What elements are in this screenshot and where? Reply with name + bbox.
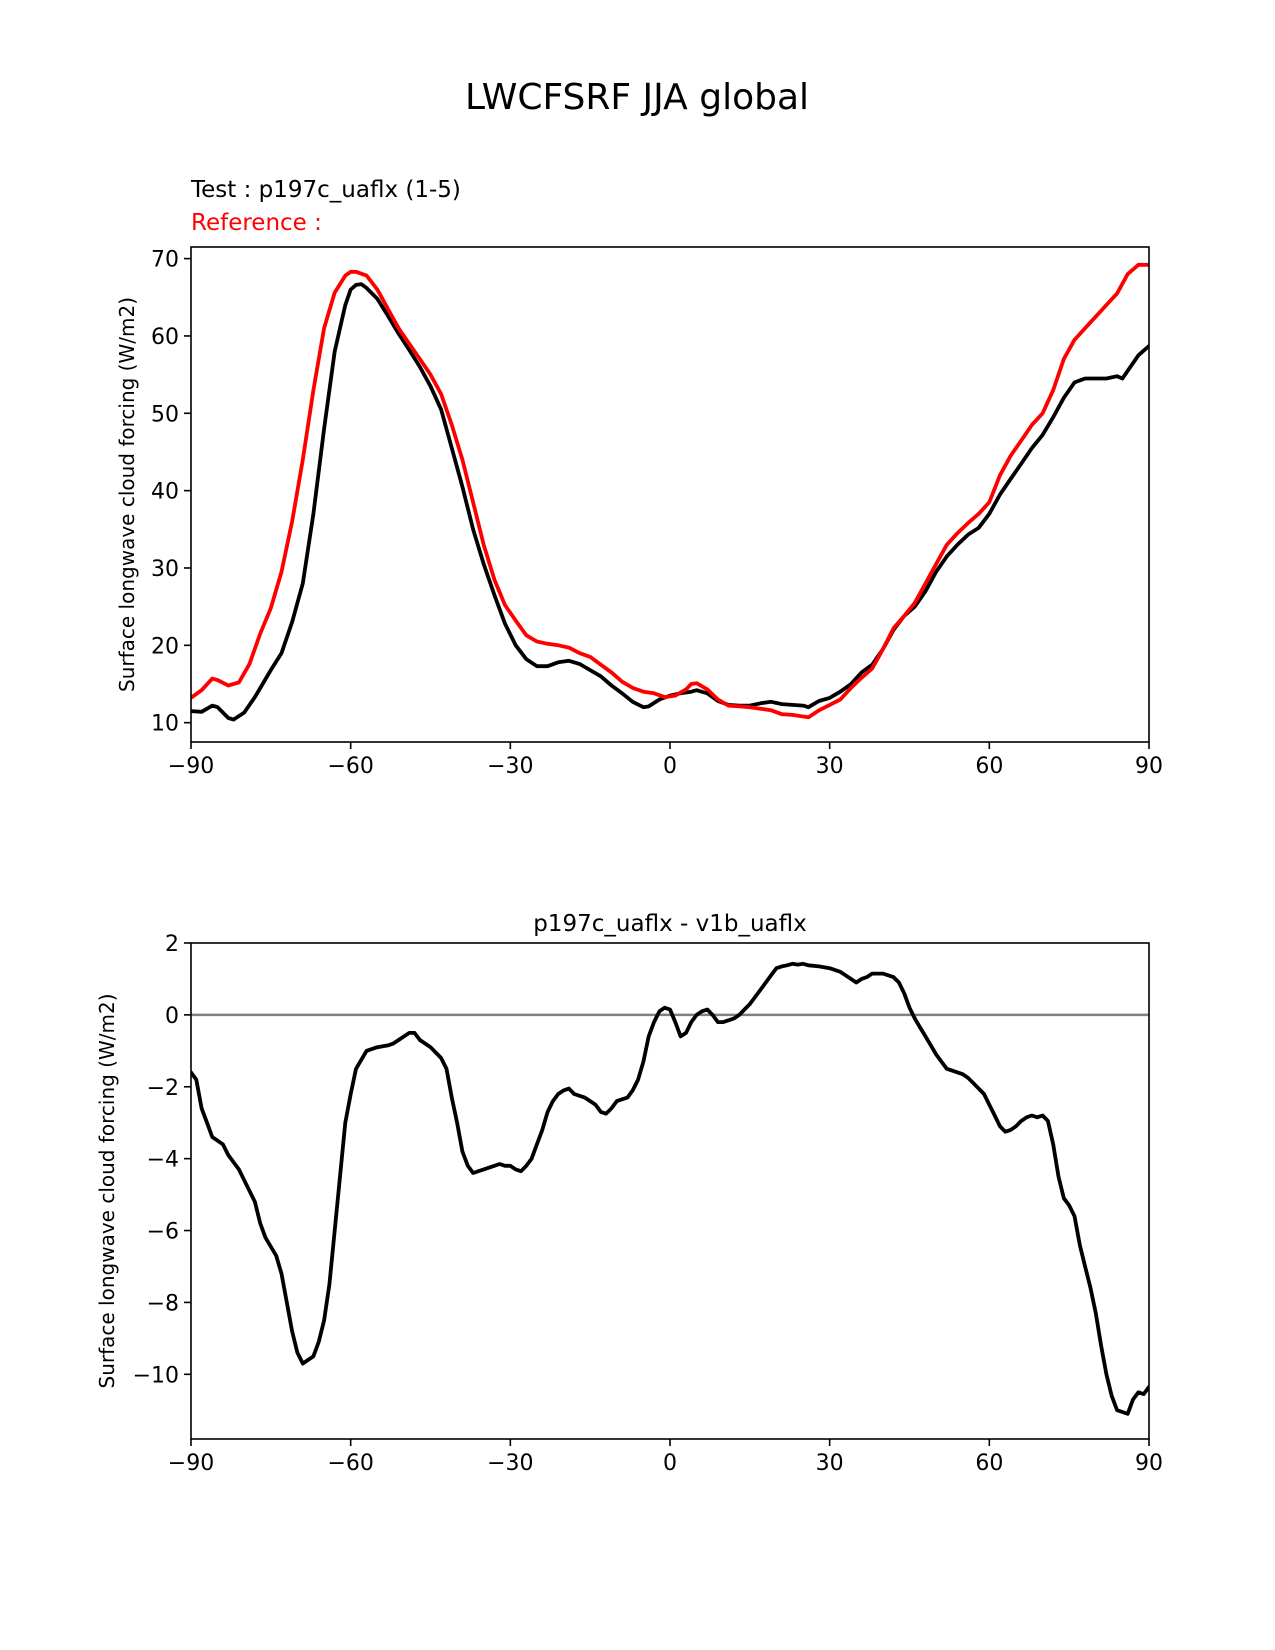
series-line-difference <box>191 961 1149 1416</box>
x-tick-label: 90 <box>1135 1451 1163 1476</box>
x-tick-label: −90 <box>168 1451 214 1476</box>
y-tick-label: 10 <box>151 712 179 737</box>
x-tick-label: −90 <box>168 754 214 779</box>
x-tick-label: 60 <box>975 754 1003 779</box>
x-tick-label: 30 <box>816 1451 844 1476</box>
y-tick-label: −4 <box>147 1148 179 1173</box>
figure-suptitle: LWCFSRF JJA global <box>465 77 809 118</box>
y-tick-label: −8 <box>147 1291 179 1316</box>
y-tick-label: 2 <box>165 932 179 957</box>
x-tick-label: −60 <box>327 754 373 779</box>
difference-line-chart: −90 −60 −30 0 30 60 90 2 0 −2 −4 −6 −8 −10 Surface lon… <box>95 911 1163 1476</box>
y-axis-label: Surface longwave cloud forcing (W/m2) <box>95 993 119 1388</box>
top-line-chart: −90 −60 −30 0 30 60 90 10 20 30 40 50 60 70 Surface lo… <box>115 246 1163 779</box>
reference-label: Reference : <box>191 210 322 236</box>
y-tick-label: 20 <box>151 634 179 659</box>
panel-title: p197c_uaflx - v1b_uaflx <box>533 911 806 937</box>
test-label: Test : p197c_uaflx (1-5) <box>190 177 461 203</box>
y-axis-label: Surface longwave cloud forcing (W/m2) <box>115 297 139 692</box>
y-tick-label: 30 <box>151 557 179 582</box>
x-tick-label: −30 <box>487 754 533 779</box>
y-tick-label: −6 <box>147 1220 179 1245</box>
y-tick-label: −2 <box>147 1076 179 1101</box>
y-tick-label: −10 <box>133 1363 179 1388</box>
x-tick-label: 0 <box>663 754 677 779</box>
x-tick-label: 60 <box>975 1451 1003 1476</box>
y-tick-label: 50 <box>151 402 179 427</box>
x-tick-label: −30 <box>487 1451 533 1476</box>
y-tick-label: 60 <box>151 325 179 350</box>
x-tick-label: 0 <box>663 1451 677 1476</box>
x-tick-label: 90 <box>1135 754 1163 779</box>
series-line-reference <box>191 262 1149 720</box>
x-tick-label: 30 <box>816 754 844 779</box>
x-tick-label: −60 <box>327 1451 373 1476</box>
y-tick-label: 0 <box>165 1004 179 1029</box>
y-tick-label: 40 <box>151 480 179 505</box>
y-tick-label: 70 <box>151 248 179 273</box>
